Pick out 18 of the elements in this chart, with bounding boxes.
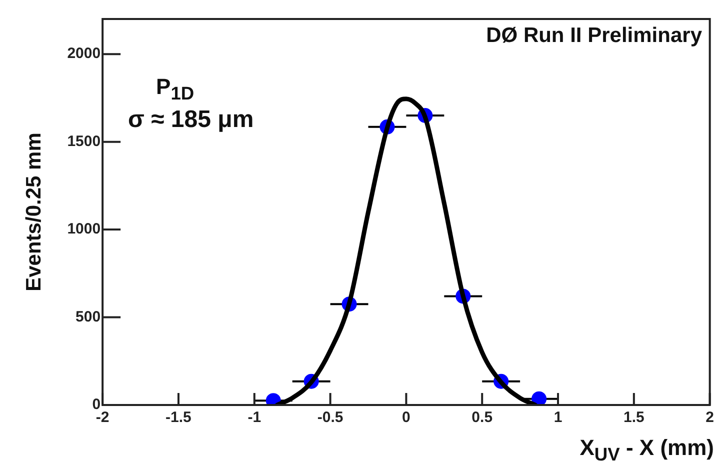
x-tick-label: 1.5 xyxy=(623,409,644,426)
point xyxy=(532,391,547,405)
x-tick-label: 0 xyxy=(402,409,410,426)
x-tick-label: 1 xyxy=(554,409,562,426)
y-tick-label: 1500 xyxy=(67,132,101,150)
annotation: DØ Run II Preliminary xyxy=(486,24,702,48)
y-axis-title: Events/0.25 mm xyxy=(22,132,46,292)
annotation: σ ≈ 185 μm xyxy=(128,106,254,134)
y-tick-label: 500 xyxy=(76,308,101,326)
annotation: P$_{1D}$ xyxy=(156,74,194,104)
y-tick-label: 1000 xyxy=(67,220,101,238)
y-tick-label: 2000 xyxy=(67,45,101,62)
x-tick-label: -1 xyxy=(248,409,262,426)
x-tick-label: -0.5 xyxy=(317,409,344,426)
x-tick-label: 2 xyxy=(706,409,714,426)
x-axis-title: X$_{UV}$ - X (mm) xyxy=(580,434,714,465)
x-tick-label: 0.5 xyxy=(472,409,493,426)
x-tick-label: -1.5 xyxy=(166,409,192,426)
